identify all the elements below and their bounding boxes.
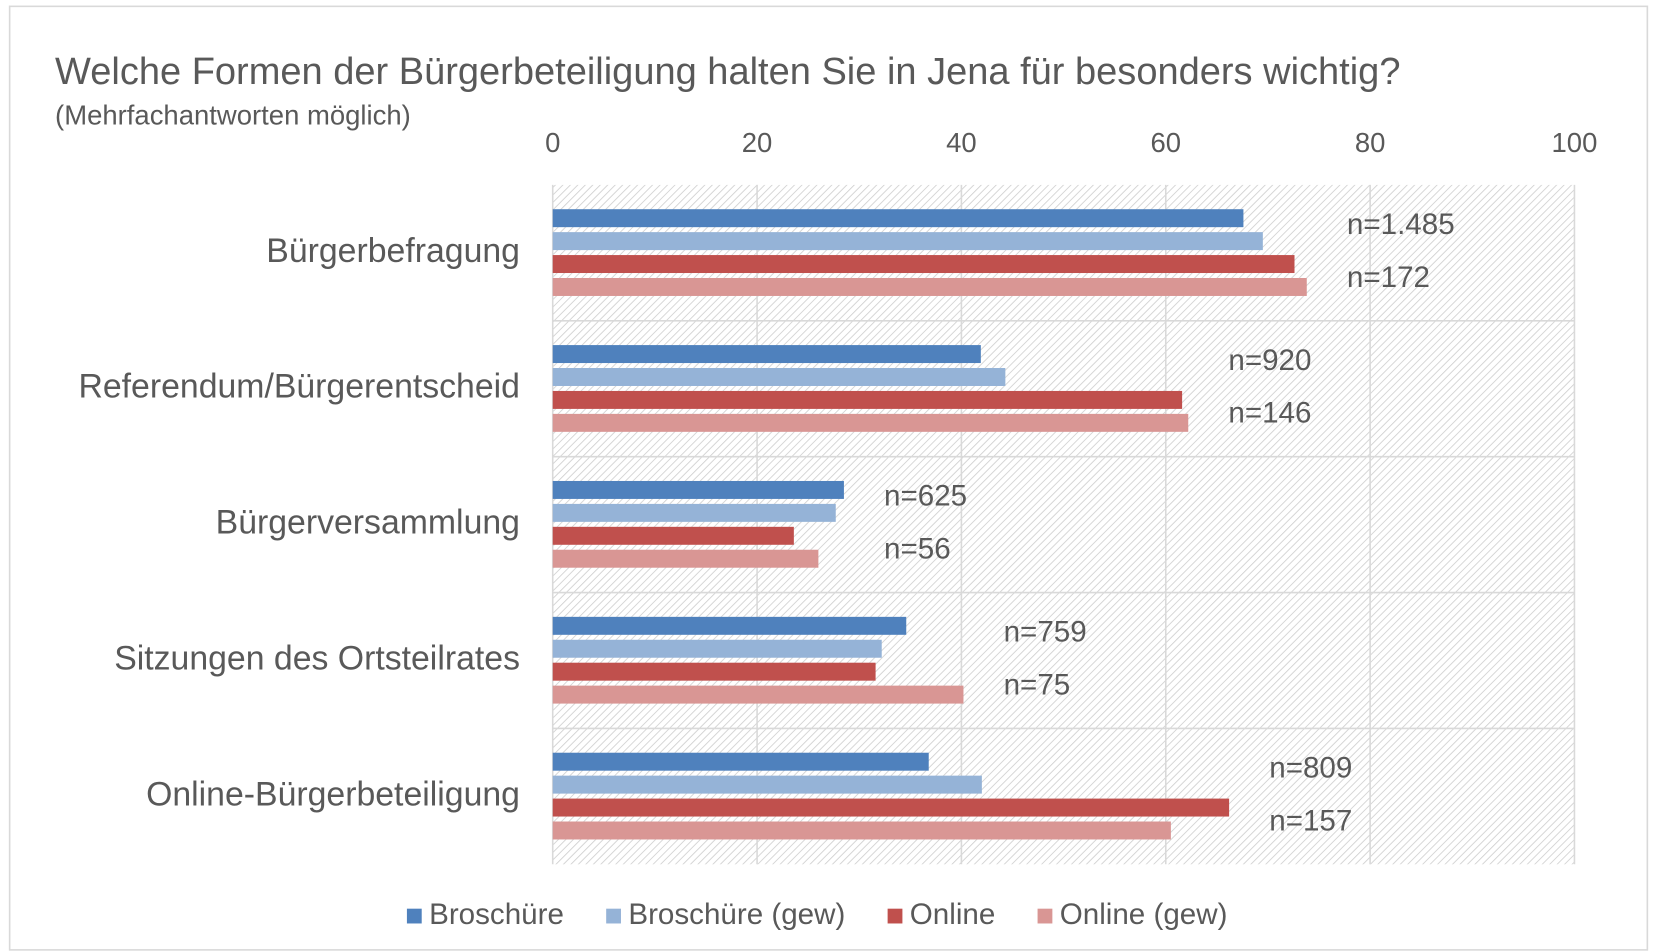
annotation: n=1.485 (1347, 208, 1455, 241)
annotation: n=809 (1269, 751, 1352, 784)
x-tick-label: 20 (742, 127, 773, 158)
y-tick-label: Referendum/Bürgerentscheid (78, 368, 519, 406)
bar (552, 480, 844, 499)
bar (552, 639, 882, 658)
legend-swatch (606, 908, 621, 924)
x-tick-label: 60 (1150, 127, 1181, 158)
annotation: n=157 (1269, 804, 1352, 837)
bar (552, 616, 907, 635)
bar (552, 549, 819, 568)
bar (552, 821, 1171, 840)
legend-swatch (887, 908, 903, 924)
bar (552, 277, 1307, 296)
bar (552, 526, 794, 545)
annotation: n=172 (1347, 261, 1430, 294)
bar (552, 685, 964, 704)
x-tick-label: 80 (1355, 127, 1386, 158)
bar (552, 503, 836, 522)
bar (552, 752, 929, 771)
bar (552, 775, 982, 794)
legend-swatch (406, 908, 422, 924)
y-tick-label: Bürgerversammlung (216, 504, 520, 542)
bar (552, 368, 1006, 386)
annotation: n=56 (884, 533, 951, 566)
x-tick-label: 40 (946, 127, 977, 158)
bar (552, 390, 1183, 409)
annotation: n=920 (1228, 344, 1311, 377)
legend-label: Online (gew) (1060, 898, 1228, 931)
chart-subtitle: (Mehrfachantworten möglich) (55, 100, 411, 131)
x-tick-label: 0 (545, 127, 560, 158)
annotation: n=759 (1004, 616, 1087, 649)
legend-label: Broschüre (gew) (628, 898, 845, 931)
bar (552, 413, 1189, 432)
y-tick-label: Bürgerbefragung (266, 232, 520, 270)
chart-title: Welche Formen der Bürgerbeteiligung halt… (55, 51, 1400, 93)
legend-label: Broschüre (429, 898, 564, 931)
y-tick-label: Online-Bürgerbeteiligung (146, 775, 520, 813)
y-tick-label: Sitzungen des Ortsteilrates (114, 639, 520, 677)
x-tick-label: 100 (1552, 127, 1598, 158)
plot-area (552, 184, 1575, 865)
legend-label: Online (910, 898, 995, 931)
annotation: n=146 (1228, 397, 1311, 430)
annotation: n=625 (884, 480, 967, 513)
bar (552, 209, 1244, 228)
bar (552, 345, 981, 364)
bar (552, 662, 876, 681)
bar (552, 798, 1230, 817)
bar (552, 255, 1295, 274)
legend-swatch (1037, 908, 1053, 924)
bar (552, 232, 1263, 251)
annotation: n=75 (1004, 668, 1071, 701)
